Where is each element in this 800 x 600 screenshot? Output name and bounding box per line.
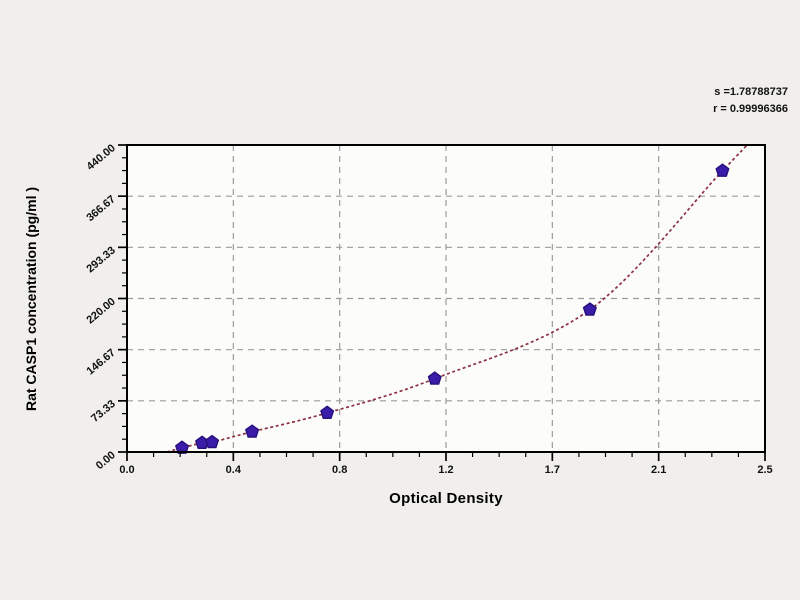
y-tick-label: 220.00 [84, 296, 117, 327]
fit-correlation-value: r = 0.99996366 [713, 103, 788, 115]
data-point-marker [205, 434, 220, 449]
data-point-marker [245, 424, 260, 438]
x-tick-label: 0.4 [226, 464, 242, 476]
fit-stderr-value: s =1.78788737 [714, 86, 788, 98]
y-tick-label: 73.33 [89, 398, 118, 425]
x-tick-label: 2.1 [651, 464, 666, 476]
data-point-marker [715, 163, 730, 177]
y-tick-label: 366.67 [84, 193, 117, 224]
plot-border [126, 144, 766, 453]
data-point-marker [175, 440, 190, 454]
data-point-marker [427, 371, 442, 385]
y-tick-label: 0.00 [94, 449, 118, 472]
x-tick-label: 1.7 [545, 464, 560, 476]
data-point-marker [582, 302, 597, 316]
x-tick-label: 1.2 [438, 464, 453, 476]
y-tick-label: 146.67 [84, 347, 117, 378]
y-tick-label: 293.33 [84, 244, 117, 275]
x-tick-label: 0.0 [119, 464, 134, 476]
data-point-marker [320, 405, 335, 419]
curve-fit-stats: s =1.78788737 r = 0.99996366 [713, 84, 788, 118]
x-axis-title: Optical Density [389, 490, 503, 507]
x-tick-label: 2.5 [757, 464, 772, 476]
y-axis-title: Rat CASP1 concentration (pg/ml ) [23, 186, 39, 412]
y-tick-label: 440.00 [84, 142, 117, 173]
x-tick-label: 0.8 [332, 464, 347, 476]
